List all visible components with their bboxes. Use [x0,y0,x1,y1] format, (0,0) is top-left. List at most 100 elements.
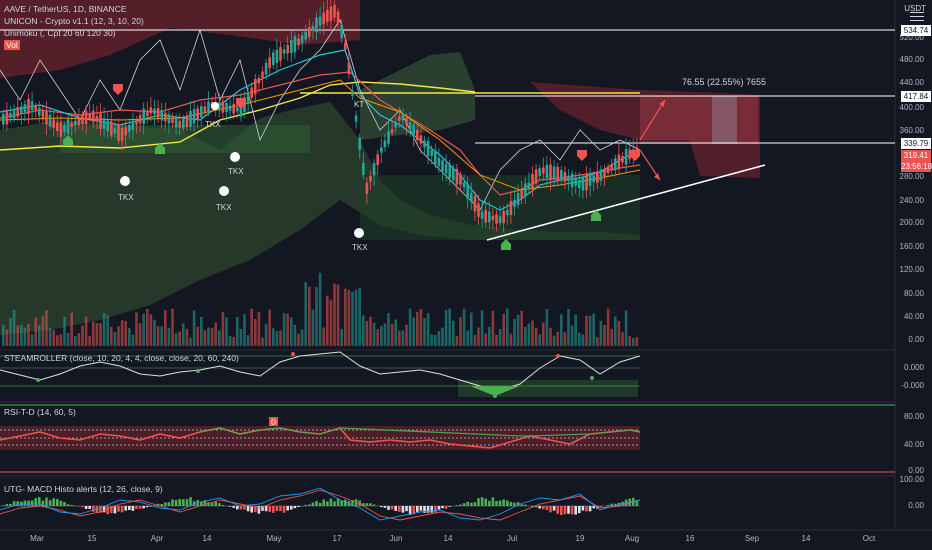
volume-bar [120,320,124,346]
time-tick: 14 [202,534,212,543]
candle [426,140,430,157]
menu-icon[interactable] [910,12,924,21]
volume-bar [45,310,48,346]
candle [149,107,153,114]
currency-label: USDT [904,4,926,13]
steamroller-tick: -0.000 [901,381,924,390]
volume-bar [311,309,315,346]
volume-bar [333,283,336,346]
macd-bar [290,506,293,510]
macd-bar [272,506,275,513]
steamroller-legend[interactable]: STEAMROLLER (close, 10, 20, 4, 4, close,… [4,353,239,363]
candle [30,101,34,111]
volume-bar [502,313,505,346]
volume-bar [196,326,199,346]
volume-bar [606,308,610,346]
candle [182,118,185,129]
candle [419,135,423,144]
macd-bar [563,506,567,515]
candle [614,158,617,171]
volume-bar [246,335,250,346]
time-tick: Aug [624,534,640,543]
candle [311,26,315,31]
candle [488,211,491,223]
volume-bar [138,323,142,346]
indicator-unimoku-legend[interactable]: Unimoku (, Cpt 20 60 120 30) [4,28,116,38]
volume-bar [466,330,469,346]
macd-bar [207,502,210,506]
volume-bar [336,284,340,346]
macd-bar [95,506,99,513]
symbol-title[interactable]: AAVE / TetherUS, 1D, BINANCE [4,4,127,14]
volume-bar [38,324,41,346]
volume-bar [264,323,268,346]
macd-bar [516,502,520,506]
volume-bar [304,282,307,346]
rsi-marker-label: D [271,420,276,427]
candle [27,98,30,114]
candle [437,157,441,167]
candle [455,168,459,185]
volume-bar [275,331,279,346]
volume-legend[interactable]: Vol [4,40,20,50]
volume-bar [12,309,16,346]
volume-bar [437,331,441,346]
volume-bar [603,325,606,346]
rsi-line-bull [199,427,641,437]
volume-bar [131,334,135,346]
macd-bar [455,505,459,506]
macd-bar [286,506,289,511]
candle [448,164,451,178]
volume-bar [581,334,585,346]
volume-bar [52,329,55,346]
macd-bar [174,500,178,506]
candle [113,127,117,134]
macd-bar [221,504,225,506]
volume-bar [297,333,300,346]
candle [192,109,196,124]
volume-bar [221,312,225,346]
candle [102,118,106,129]
last-price-label: 319.41 [901,150,931,161]
time-tick: 17 [332,534,342,543]
macd-bar [567,506,570,514]
price-label-339: 339.79 [901,138,931,149]
volume-bar [534,327,538,346]
candle [398,116,401,121]
macd-legend[interactable]: UTG- MACD Histo alerts (12, 26, close, 9… [4,484,163,494]
candle [502,210,505,224]
macd-bar [48,500,52,506]
volume-bar [20,324,23,346]
candle [59,122,63,137]
candle [592,175,595,183]
volume-bar [390,323,394,346]
buy-marker-icon [591,210,601,221]
candle [81,114,84,124]
macd-bar [138,506,142,509]
volume-bar [192,310,196,346]
macd-bar [52,498,55,506]
macd-bar [581,506,585,511]
measure-label[interactable]: 76.55 (22.55%) 7655 [682,77,767,87]
volume-bar [596,337,599,346]
candles[interactable] [2,0,639,233]
macd-bar [473,502,477,506]
candle [70,122,73,127]
macd-bar [210,502,214,506]
macd-bar [41,500,45,506]
volume-bar [624,310,628,346]
volume-bar [434,334,437,346]
macd-bar [243,506,246,510]
candle [466,183,469,199]
indicator-unicon-legend[interactable]: UNICON - Crypto v1.1 (12, 3, 10, 20) [4,16,144,26]
rsi-legend[interactable]: RSI-T-D (14, 60, 5) [4,407,76,417]
macd-bar [117,506,120,512]
macd-bar [416,506,419,512]
volume-bar [243,314,246,346]
arrow-head-icon [654,173,660,180]
ascending-trendline[interactable] [486,164,766,241]
macd-bar [318,502,322,506]
macd-tick: 100.00 [899,475,924,484]
time-tick: May [266,534,282,543]
